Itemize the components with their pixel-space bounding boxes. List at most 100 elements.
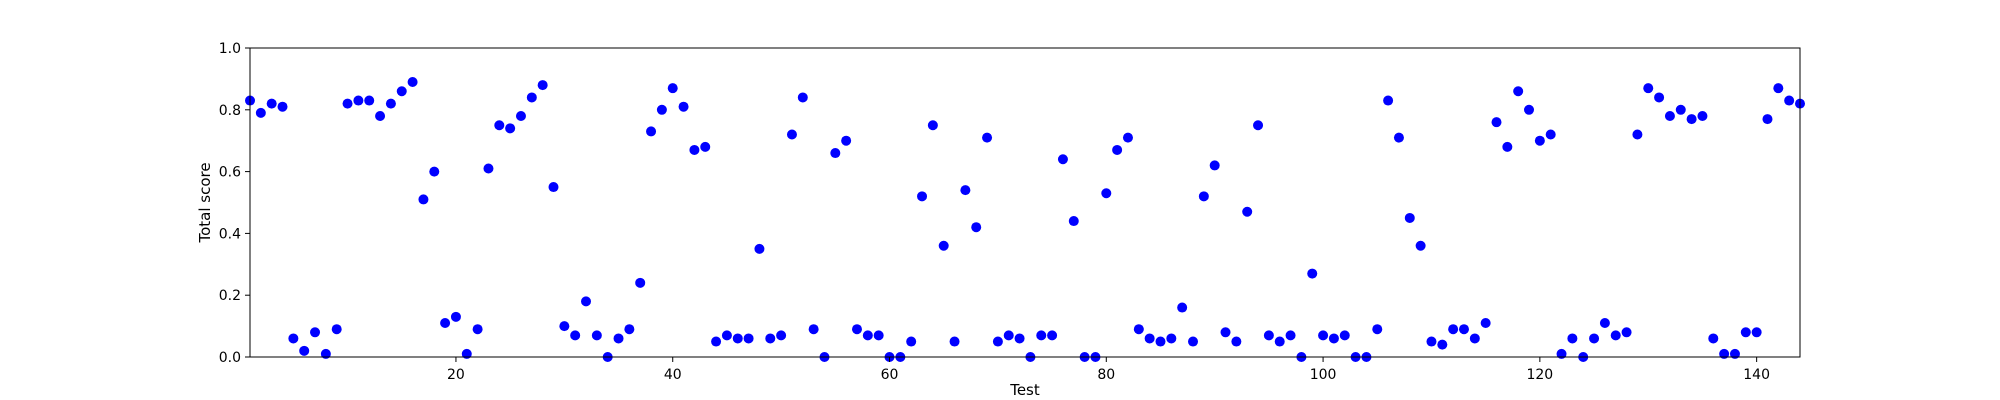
data-point [299, 345, 310, 356]
data-point [1458, 324, 1469, 335]
x-axis-ticks: 20 40 60 80 100 120 140 [447, 357, 1770, 383]
data-point [1188, 336, 1199, 347]
data-point [1426, 336, 1437, 347]
data-point [1209, 160, 1220, 171]
x-tick-label: 60 [881, 367, 899, 383]
data-point [1415, 240, 1426, 251]
x-tick-label: 40 [664, 367, 682, 383]
data-point [1513, 86, 1524, 97]
data-point [450, 311, 461, 322]
data-point [505, 123, 516, 134]
data-point [906, 336, 917, 347]
data-point [797, 92, 808, 103]
y-tick-label: 0.4 [219, 226, 241, 242]
data-point [342, 98, 353, 109]
data-point [992, 336, 1003, 347]
data-point [700, 141, 711, 152]
data-point [873, 330, 884, 341]
data-point [1708, 333, 1719, 344]
data-point [526, 92, 537, 103]
x-tick-label: 20 [447, 367, 465, 383]
data-point [689, 144, 700, 155]
data-point [1589, 333, 1600, 344]
data-point [310, 327, 321, 338]
x-tick-label: 140 [1743, 367, 1770, 383]
data-point [1101, 188, 1112, 199]
data-point [938, 240, 949, 251]
data-point [1068, 216, 1079, 227]
data-point [1383, 95, 1394, 106]
data-point [1014, 333, 1025, 344]
data-point [1328, 333, 1339, 344]
data-point [1556, 348, 1567, 359]
data-point [407, 76, 418, 87]
data-point [1036, 330, 1047, 341]
data-point [1469, 333, 1480, 344]
y-tick-label: 0.0 [219, 350, 241, 366]
data-point [581, 296, 592, 307]
points-layer [245, 76, 1805, 362]
data-point [429, 166, 440, 177]
data-point [331, 324, 342, 335]
data-point [461, 348, 472, 359]
data-point [1491, 117, 1502, 128]
data-point [1144, 333, 1155, 344]
data-point [1534, 135, 1545, 146]
data-point [1697, 110, 1708, 121]
data-point [1632, 129, 1643, 140]
data-point [1599, 318, 1610, 329]
y-tick-label: 0.2 [219, 288, 241, 304]
y-axis-ticks: 0.0 0.2 0.4 0.6 0.8 1.0 [219, 41, 250, 366]
data-point [1675, 104, 1686, 115]
data-point [1047, 330, 1058, 341]
data-point [1339, 330, 1350, 341]
y-tick-label: 0.6 [219, 165, 241, 181]
data-point [1122, 132, 1133, 143]
data-point [1155, 336, 1166, 347]
data-point [1524, 104, 1535, 115]
data-point [1404, 212, 1415, 223]
x-tick-label: 120 [1526, 367, 1553, 383]
data-point [1220, 327, 1231, 338]
data-point [1307, 268, 1318, 279]
data-point [971, 222, 982, 233]
data-point [396, 86, 407, 97]
data-point [570, 330, 581, 341]
data-point [1729, 348, 1740, 359]
data-point [1719, 348, 1730, 359]
data-point [862, 330, 873, 341]
data-point [786, 129, 797, 140]
data-point [548, 182, 559, 193]
data-point [754, 243, 765, 254]
data-point [1112, 144, 1123, 155]
data-point [1393, 132, 1404, 143]
data-point [982, 132, 993, 143]
data-point [559, 321, 570, 332]
data-point [646, 126, 657, 137]
data-point [1610, 330, 1621, 341]
data-point [1003, 330, 1014, 341]
data-point [851, 324, 862, 335]
x-tick-label: 100 [1310, 367, 1337, 383]
data-point [1643, 83, 1654, 94]
data-point [1372, 324, 1383, 335]
data-point [711, 336, 722, 347]
data-point [277, 101, 288, 112]
data-point [1773, 83, 1784, 94]
data-point [1480, 318, 1491, 329]
data-point [1263, 330, 1274, 341]
data-point [1242, 206, 1253, 217]
data-point [1751, 327, 1762, 338]
data-point [537, 80, 548, 91]
data-point [765, 333, 776, 344]
y-tick-label: 1.0 [219, 41, 241, 57]
data-point [288, 333, 299, 344]
data-point [1253, 120, 1264, 131]
data-point [830, 148, 841, 159]
data-point [927, 120, 938, 131]
data-point [667, 83, 678, 94]
data-point [808, 324, 819, 335]
data-point [776, 330, 787, 341]
data-point [732, 333, 743, 344]
